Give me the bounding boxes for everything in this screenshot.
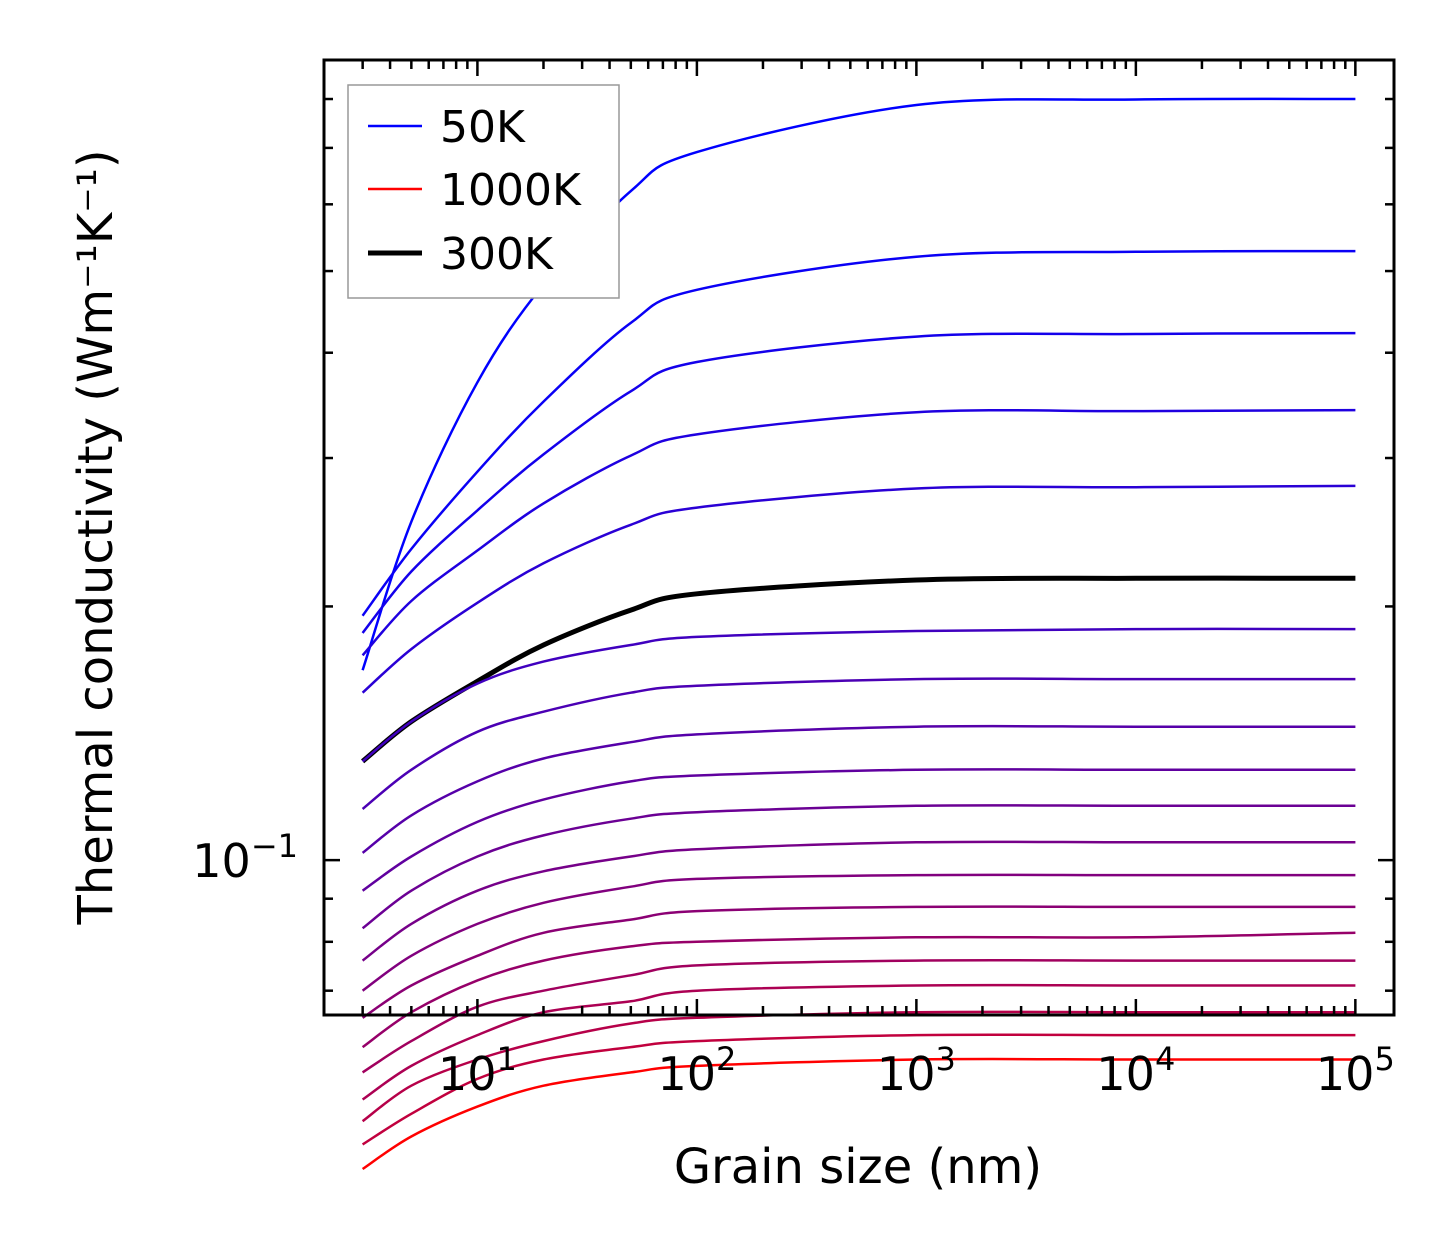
series-line-650k <box>361 873 1356 992</box>
x-tick-label-1-exponent: 1 <box>497 1040 517 1078</box>
series-line-500k <box>361 768 1356 892</box>
plot-frame <box>322 58 1396 1017</box>
series-line-550k <box>361 804 1356 930</box>
x-tick-label-3: 103 <box>877 1040 956 1101</box>
x-tick-label-1: 101 <box>438 1040 517 1101</box>
legend: 50K 1000K 300K <box>347 84 620 299</box>
series-line-250k <box>361 484 1356 694</box>
x-tick-label-2-base: 10 <box>657 1047 716 1101</box>
legend-box <box>347 84 620 299</box>
series-line-450k <box>361 724 1356 854</box>
series-line-1000k <box>361 1057 1356 1171</box>
x-tick-label-4-base: 10 <box>1096 1047 1155 1101</box>
x-tick-label-5-base: 10 <box>1316 1047 1375 1101</box>
x-tick-label-4-exponent: 4 <box>1155 1040 1175 1078</box>
series-layer <box>361 97 1356 1171</box>
series-line-850k <box>361 983 1356 1101</box>
y-tick-label-0-base: 10 <box>192 834 251 888</box>
x-axis-title: Grain size (nm) <box>674 1139 1042 1195</box>
series-line-50k <box>361 97 1356 671</box>
series-line-150k <box>361 331 1356 634</box>
series-line-750k <box>361 931 1356 1049</box>
series-line-600k <box>361 840 1356 962</box>
legend-label-300k: 300K <box>440 229 554 280</box>
series-line-100k <box>361 249 1356 617</box>
y-tick-label-0: 10−1 <box>192 827 298 888</box>
x-tick-label-2: 102 <box>657 1040 736 1101</box>
x-tick-label-3-base: 10 <box>877 1047 936 1101</box>
y-axis-title: Thermal conductivity (Wm⁻¹K⁻¹) <box>68 149 124 925</box>
series-line-400k <box>361 677 1356 810</box>
x-tick-label-5-exponent: 5 <box>1374 1040 1394 1078</box>
x-tick-label-1-base: 10 <box>438 1047 497 1101</box>
series-line-200k <box>361 408 1356 657</box>
y-tick-label-0-exponent: −1 <box>251 827 298 865</box>
x-tick-label-5: 105 <box>1316 1040 1395 1101</box>
series-line-350k <box>361 627 1356 763</box>
series-line-700k <box>361 905 1356 1019</box>
x-tick-label-2-exponent: 2 <box>716 1040 736 1078</box>
legend-label-1000k: 1000K <box>440 165 582 216</box>
series-line-950k <box>361 1033 1356 1146</box>
x-tick-label-3-exponent: 3 <box>935 1040 955 1078</box>
legend-label-50k: 50K <box>440 102 526 153</box>
x-tick-label-4: 104 <box>1096 1040 1175 1101</box>
